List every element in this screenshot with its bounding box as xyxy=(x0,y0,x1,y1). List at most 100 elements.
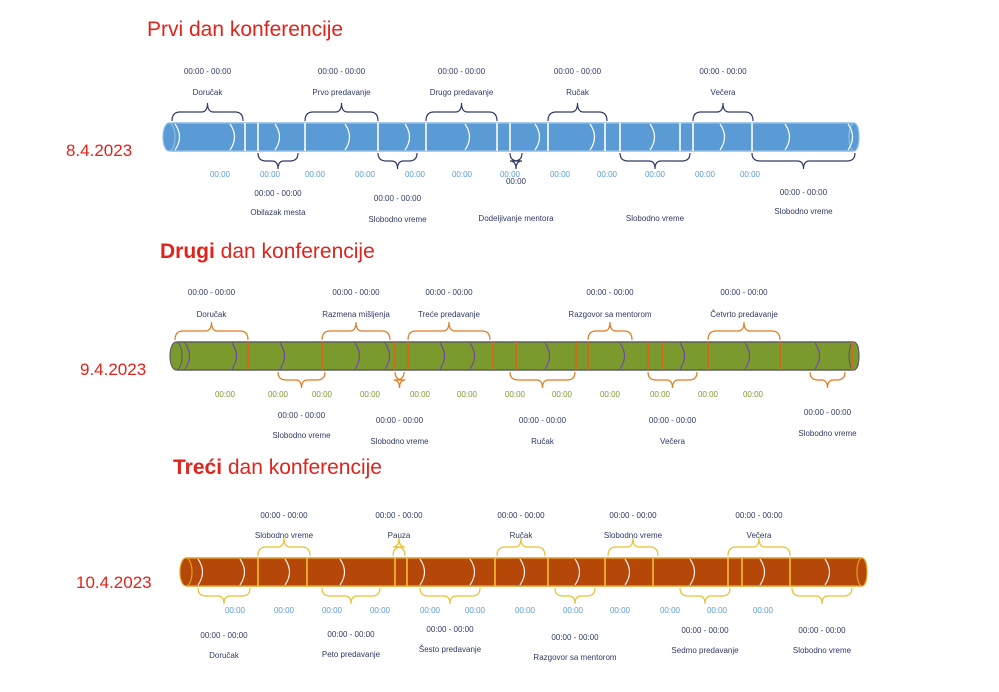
day1-top-event-brace xyxy=(547,102,608,122)
day3-bottom-event-brace xyxy=(321,587,381,605)
day1-bar-segment-curve xyxy=(464,123,471,151)
day1-bar-segment-curve xyxy=(649,123,656,151)
day1-bar-segment-curve xyxy=(534,123,541,151)
day1-top-event-label: Ručak xyxy=(566,88,590,97)
day1-top-event-time: 00:00 - 00:00 xyxy=(184,67,232,76)
day3-title: Treći dan konferencije xyxy=(173,456,382,480)
day3-top-event-time: 00:00 - 00:00 xyxy=(735,511,783,520)
day2-title-rest: dan konferencije xyxy=(214,240,375,263)
day1-top-event-label: Prvo predavanje xyxy=(312,88,371,97)
day1-top-event-label: Večera xyxy=(711,88,736,97)
day3-bar-segment-curve xyxy=(624,558,631,586)
day2-top-event-time: 00:00 - 00:00 xyxy=(720,288,768,297)
day1-bottom-event-label: Slobodno vreme xyxy=(774,207,833,216)
day3-tick-label: 00:00 xyxy=(515,606,536,615)
day1-top-event-brace xyxy=(425,102,498,122)
day2-bottom-event-brace xyxy=(509,371,576,389)
day3-bottom-event-brace xyxy=(679,587,731,605)
day3-bar-segment-curve xyxy=(759,558,766,586)
day3-title-word: Treći xyxy=(173,456,223,479)
day3-top-event-label: Ručak xyxy=(510,531,534,540)
day1-tick-label: 00:00 xyxy=(405,170,426,179)
day3-top-event-brace xyxy=(607,537,659,557)
day1-bar-segment-curve xyxy=(344,123,351,151)
day2-bar-segment-curve xyxy=(439,342,446,370)
day2-bottom-event-label: Slobodno vreme xyxy=(370,437,429,446)
day3-top-event-time: 00:00 - 00:00 xyxy=(260,511,308,520)
day1-bar-segment-curve xyxy=(274,123,281,151)
day3-bar-segment-curve xyxy=(197,558,204,586)
day3-bottom-event-label: Peto predavanje xyxy=(322,650,381,659)
day1-bottom-event-brace xyxy=(257,152,299,170)
day2-tick-label: 00:00 xyxy=(268,390,289,399)
day2-bar-segment-curve xyxy=(619,342,626,370)
day3-top-event-label: Pauza xyxy=(388,531,411,540)
day1-bar-segment-curve xyxy=(404,123,411,151)
day2-date: 9.4.2023 xyxy=(80,360,147,379)
day3-bottom-event-brace xyxy=(554,587,596,605)
day3-bottom-event-time: 00:00 - 00:00 xyxy=(327,630,375,639)
day1-bar-segment-curve xyxy=(719,123,726,151)
day1-tick-label: 00:00 xyxy=(260,170,281,179)
day3-title-rest: dan konferencije xyxy=(222,456,382,479)
day3-bottom-event-label: Doručak xyxy=(209,651,240,660)
day2-title: Drugi dan konferencije xyxy=(160,240,375,264)
day1-bar-segment-curve xyxy=(174,123,181,151)
day2-top-event-label: Doručak xyxy=(197,310,228,319)
day2-top-event-brace xyxy=(407,321,491,341)
day2-bottom-event-label: Slobodno vreme xyxy=(798,429,857,438)
day1-title-rest: dan konferencije xyxy=(183,18,344,41)
day2-title-word: Drugi xyxy=(160,240,215,263)
day3-tick-label: 00:00 xyxy=(370,606,391,615)
day1-top-event-brace xyxy=(692,102,754,122)
day1-title-word: Prvi xyxy=(147,18,184,41)
day1-bottom-event-label: Slobodno vreme xyxy=(626,214,685,223)
day3-top-event-brace xyxy=(496,537,546,557)
day3-bar-segment-curve xyxy=(284,558,291,586)
day2-top-event-label: Četvrto predavanje xyxy=(710,310,778,319)
day1-tick-label: 00:00 xyxy=(452,170,473,179)
day3-bar-segment-curve xyxy=(574,558,581,586)
day2-tick-label: 00:00 xyxy=(505,390,526,399)
day3-tick-label: 00:00 xyxy=(753,606,774,615)
day3-top-event-brace xyxy=(727,537,791,557)
day1-bar-segment-curve xyxy=(784,123,791,151)
day2-top-event-time: 00:00 - 00:00 xyxy=(332,288,380,297)
day1-title: Prvi dan konferencije xyxy=(147,18,343,42)
day2-bar-segment-curve xyxy=(231,342,238,370)
day3-bottom-event-label: Razgovor sa mentorom xyxy=(533,653,616,662)
day2-tick-label: 00:00 xyxy=(743,390,764,399)
day2-bar-segment-curve xyxy=(184,342,191,370)
day2-top-event-time: 00:00 - 00:00 xyxy=(586,288,634,297)
day2-bottom-event-brace xyxy=(647,371,698,389)
day2-bottom-event-brace xyxy=(277,371,326,389)
day3-tick-label: 00:00 xyxy=(660,606,681,615)
day2-tick-label: 00:00 xyxy=(215,390,236,399)
day2-bottom-event-time: 00:00 - 00:00 xyxy=(278,411,326,420)
day3-tick-label: 00:00 xyxy=(610,606,631,615)
day1-top-event-time: 00:00 - 00:00 xyxy=(318,67,366,76)
day2-top-event-brace xyxy=(321,321,391,341)
day3-tick-label: 00:00 xyxy=(322,606,343,615)
day1-date: 8.4.2023 xyxy=(66,141,133,160)
day3-top-event-label: Slobodno vreme xyxy=(604,531,663,540)
day2-bottom-event-time: 00:00 - 00:00 xyxy=(649,416,697,425)
day3-bar-segment-curve xyxy=(824,558,831,586)
day1-bottom-event-time: 00:00 - 00:00 xyxy=(374,194,422,203)
day3-tick-label: 00:00 xyxy=(274,606,295,615)
day1-bottom-event-label: Dodeljivanje mentora xyxy=(478,214,554,223)
day2-bar-segment-curve xyxy=(354,342,361,370)
day1-bottom-event-time: 00:00 xyxy=(506,177,527,186)
day3-bottom-event-label: Slobodno vreme xyxy=(793,646,852,655)
day1-top-event-brace xyxy=(171,102,244,122)
day1-top-event-label: Doručak xyxy=(193,88,224,97)
day3-bar-segment-curve xyxy=(689,558,696,586)
day3-bottom-event-brace xyxy=(197,587,251,605)
day1-tick-label: 00:00 xyxy=(740,170,761,179)
day2-tick-label: 00:00 xyxy=(600,390,621,399)
day1-bottom-event-brace xyxy=(619,152,691,170)
day2-bottom-event-brace xyxy=(393,371,406,389)
day2-top-event-time: 00:00 - 00:00 xyxy=(425,288,473,297)
day2-timeline-bar xyxy=(171,341,859,371)
day3-bar-left-cap xyxy=(179,557,193,587)
